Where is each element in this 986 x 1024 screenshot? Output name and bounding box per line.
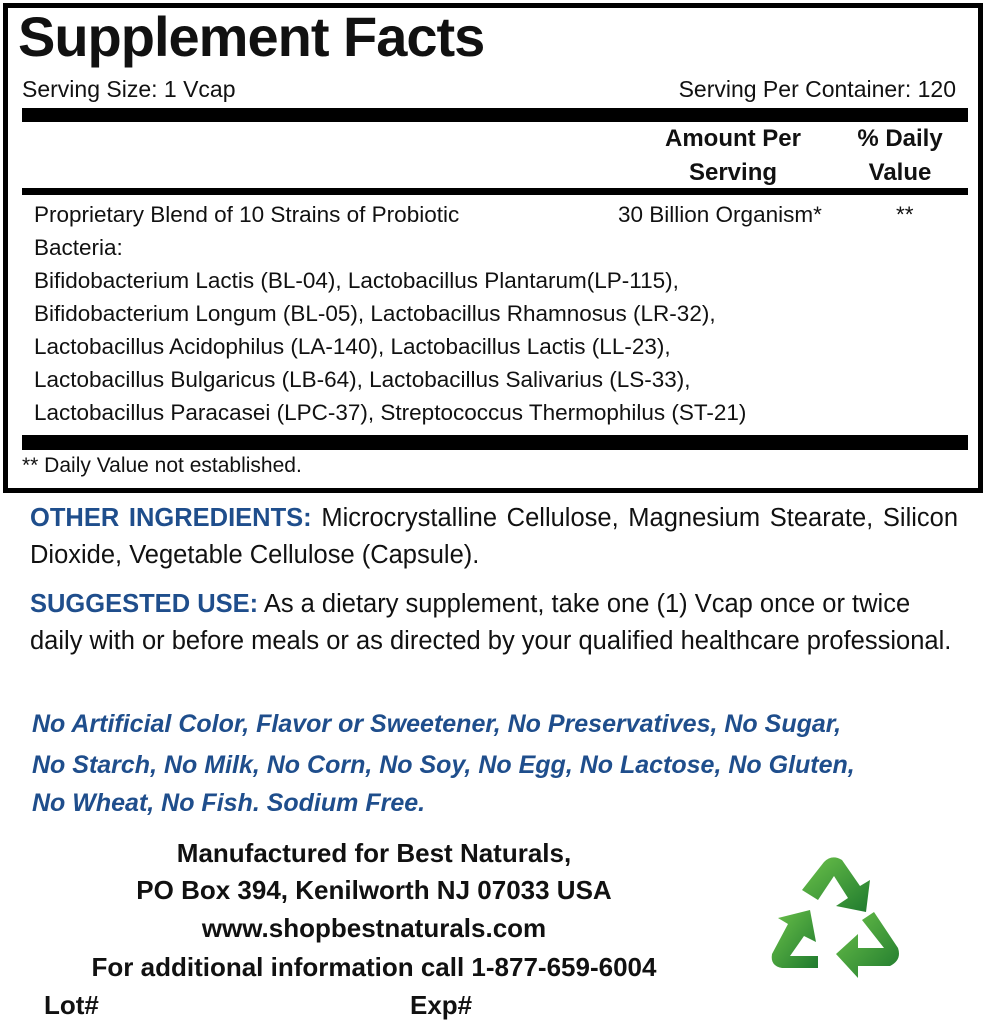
manufacturer-address: PO Box 394, Kenilworth NJ 07033 USA bbox=[136, 875, 612, 905]
free-from-line: No Artificial Color, Flavor or Sweetener… bbox=[32, 710, 842, 738]
blend-name-cont: Bacteria: bbox=[34, 235, 123, 260]
divider-thick bbox=[22, 108, 968, 122]
divider-medium bbox=[22, 188, 968, 195]
column-header-line: Serving bbox=[688, 159, 778, 186]
suggested-use-text: As a dietary supplement, take one (1) Vc… bbox=[30, 590, 952, 655]
other-ingredients: OTHER INGREDIENTS: Microcrystalline Cell… bbox=[30, 500, 958, 574]
recycle-arrow bbox=[836, 912, 899, 978]
supplement-facts-panel bbox=[3, 3, 983, 493]
column-header-line: Value bbox=[868, 159, 932, 186]
recycle-arrow bbox=[802, 857, 870, 912]
lot-label: Lot# bbox=[44, 990, 99, 1020]
strain-line: Bifidobacterium Longum (BL-05), Lactobac… bbox=[34, 301, 716, 326]
column-header-line: Amount Per bbox=[664, 125, 801, 152]
strain-line: Lactobacillus Acidophilus (LA-140), Lact… bbox=[34, 334, 671, 359]
website-link[interactable]: www.shopbestnaturals.com bbox=[201, 913, 547, 943]
footnote: ** Daily Value not established. bbox=[22, 454, 302, 477]
column-amount-per-serving: Amount Per Serving bbox=[648, 122, 818, 190]
servings-per-container: Serving Per Container: 120 bbox=[678, 76, 956, 102]
serving-size: Serving Size: 1 Vcap bbox=[22, 76, 236, 102]
panel-title: Supplement Facts bbox=[18, 5, 485, 68]
phone-info: For additional information call 1-877-65… bbox=[91, 952, 657, 982]
divider-thick bbox=[22, 435, 968, 450]
blend-amount: 30 Billion Organism* bbox=[618, 202, 822, 227]
other-ingredients-text: Microcrystalline Cellulose, Magnesium St… bbox=[30, 504, 959, 569]
free-from-line: No Wheat, No Fish. Sodium Free. bbox=[32, 789, 426, 817]
column-daily-value: % Daily Value bbox=[840, 122, 960, 190]
free-from-line: No Starch, No Milk, No Corn, No Soy, No … bbox=[32, 751, 855, 779]
recycle-arrow bbox=[771, 910, 818, 968]
exp-label: Exp# bbox=[410, 990, 473, 1020]
strain-line: Lactobacillus Paracasei (LPC-37), Strept… bbox=[34, 400, 747, 425]
strain-line: Bifidobacterium Lactis (BL-04), Lactobac… bbox=[34, 268, 679, 293]
blend-name: Proprietary Blend of 10 Strains of Probi… bbox=[34, 202, 460, 227]
other-ingredients-label: OTHER INGREDIENTS: bbox=[30, 504, 312, 532]
strain-line: Lactobacillus Bulgaricus (LB-64), Lactob… bbox=[34, 367, 691, 392]
suggested-use-label: SUGGESTED USE: bbox=[30, 590, 259, 618]
recycle-icon bbox=[771, 857, 899, 978]
column-header-line: % Daily bbox=[857, 125, 943, 152]
manufacturer-name: Manufactured for Best Naturals, bbox=[176, 838, 572, 868]
suggested-use: SUGGESTED USE: As a dietary supplement, … bbox=[30, 586, 958, 660]
blend-daily-value: ** bbox=[896, 202, 914, 227]
